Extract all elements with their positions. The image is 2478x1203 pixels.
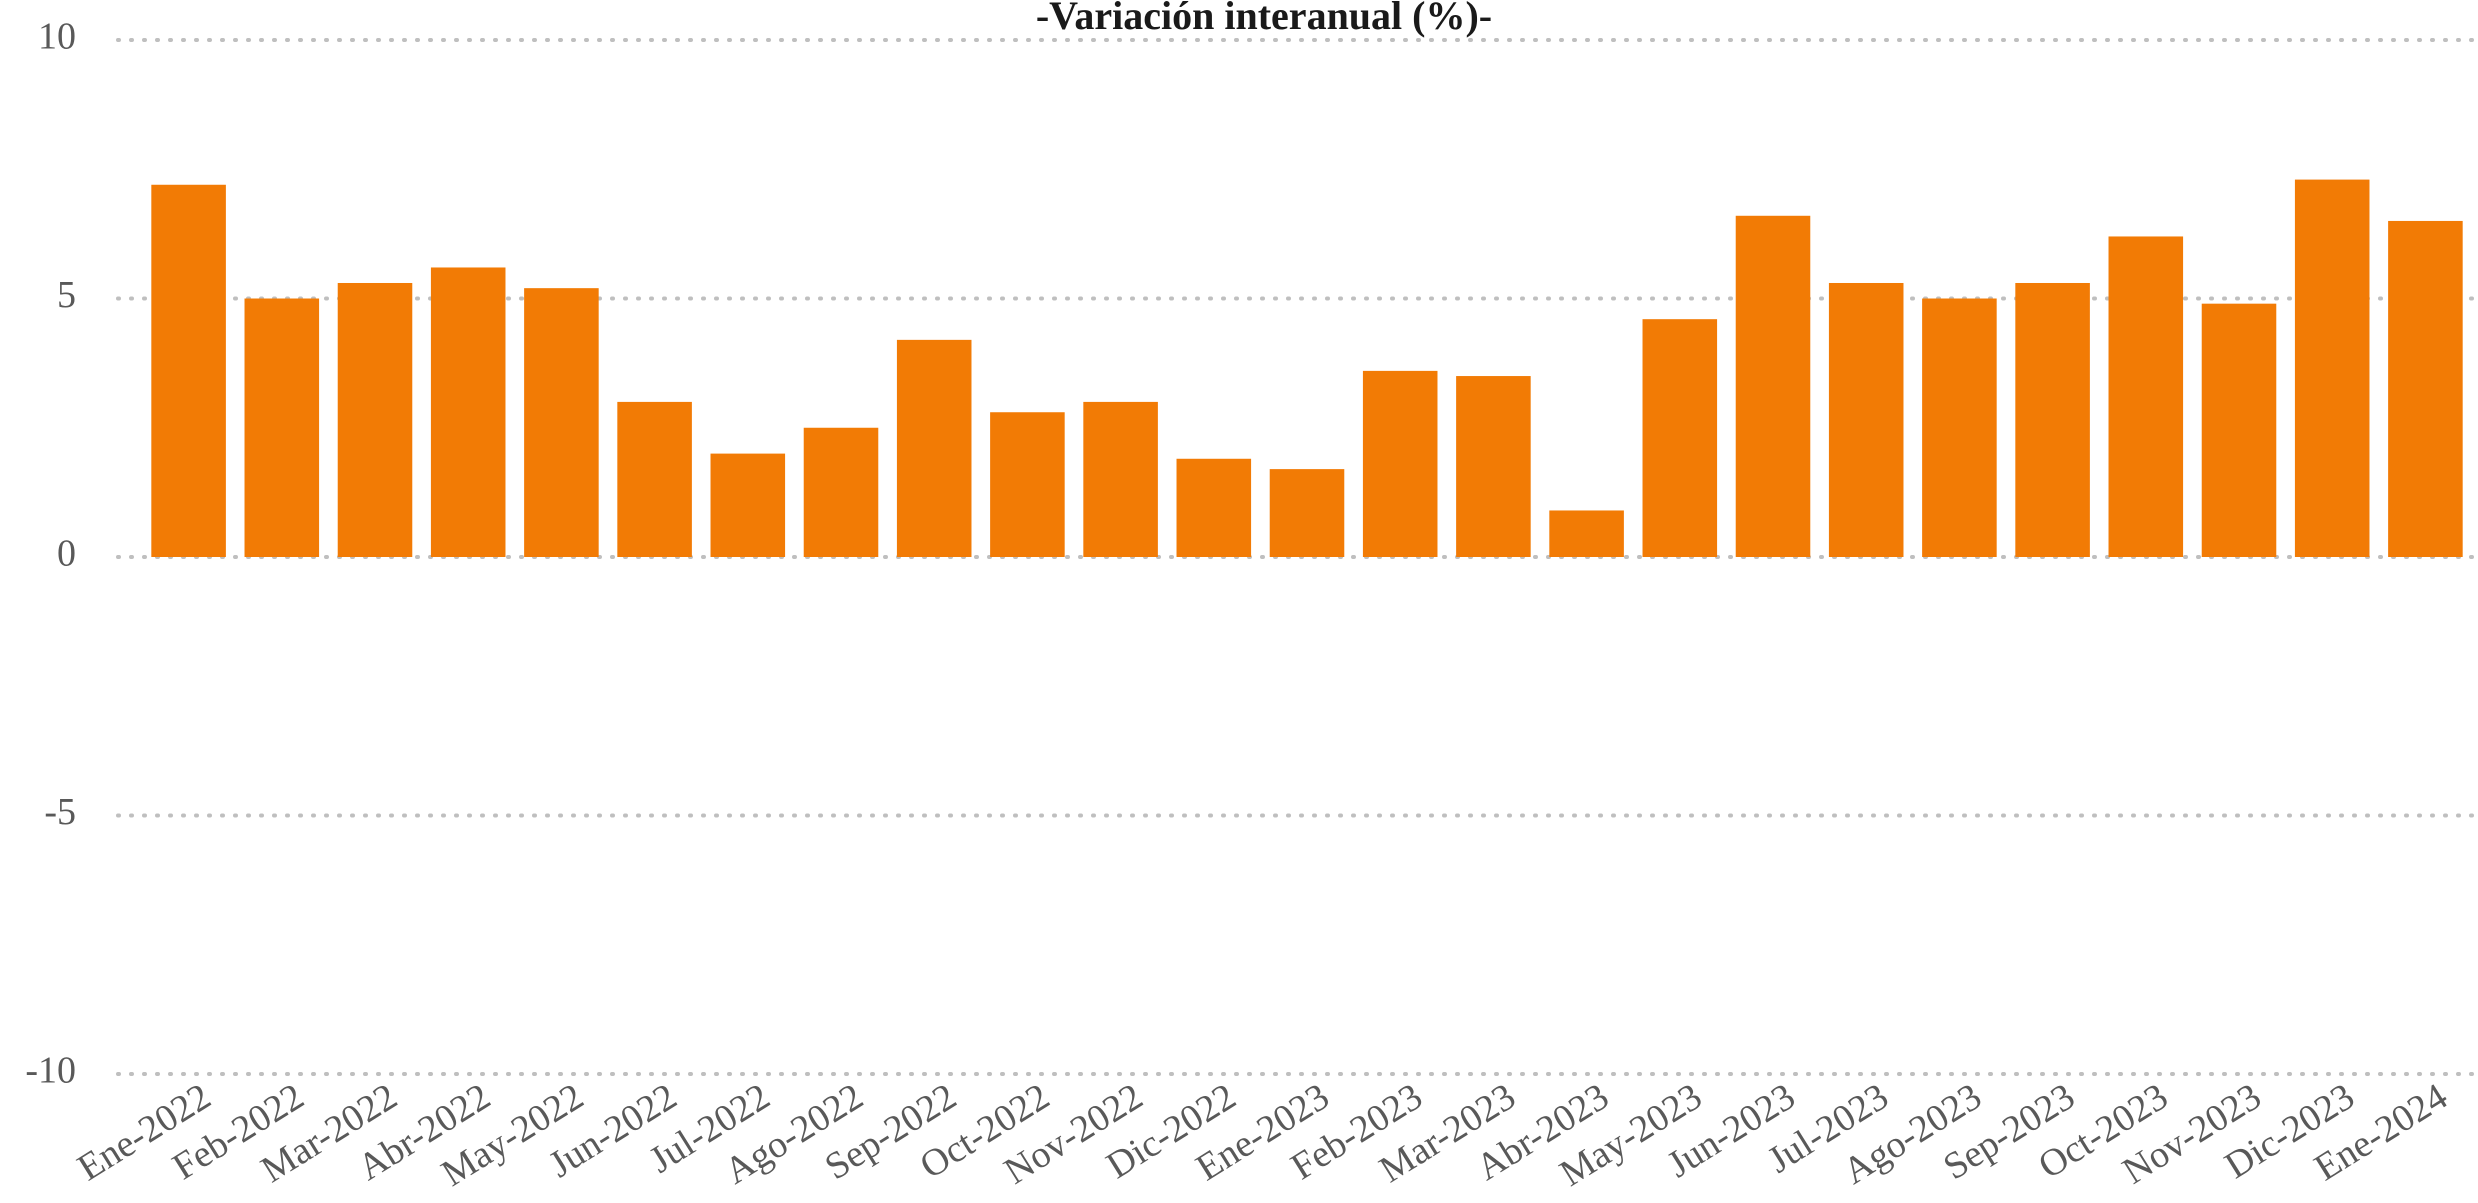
y-tick-label: -5 — [44, 791, 76, 833]
bar — [2294, 179, 2370, 557]
bar — [617, 401, 692, 557]
bar — [430, 267, 506, 557]
bar — [896, 339, 972, 557]
bar — [1269, 469, 1345, 557]
bar — [2388, 220, 2463, 557]
y-tick-label: -10 — [25, 1050, 76, 1092]
bar — [524, 288, 599, 557]
bar — [2108, 236, 2184, 557]
bar — [1828, 282, 1904, 557]
bar — [2015, 282, 2090, 557]
bar — [151, 184, 226, 557]
bar — [1456, 376, 1531, 557]
bar — [1642, 319, 1718, 557]
bar — [1549, 510, 1624, 557]
y-tick-label: 5 — [57, 274, 76, 316]
bar — [1362, 370, 1438, 557]
y-tick-label: 0 — [57, 533, 76, 575]
bar — [2201, 303, 2277, 557]
bar — [710, 453, 786, 557]
chart-title: -Variación interanual (%)- — [1036, 0, 1492, 38]
bar — [990, 412, 1065, 557]
bar — [803, 427, 879, 557]
bar — [1735, 215, 1811, 557]
bar — [1922, 298, 1997, 557]
bar — [1083, 401, 1158, 557]
bar — [1176, 458, 1252, 557]
y-tick-label: 10 — [38, 16, 76, 58]
bar — [337, 282, 413, 557]
bar — [244, 298, 320, 557]
